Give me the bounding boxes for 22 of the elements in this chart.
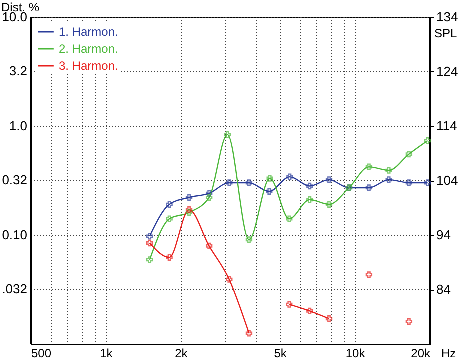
y2-tick-label: 114 xyxy=(436,118,458,134)
x-tick-label: 1k xyxy=(100,346,114,360)
legend-label: 2. Harmon. xyxy=(59,42,118,56)
y2-tick-label: 124 xyxy=(436,64,458,79)
x-tick-label: 2k xyxy=(175,346,189,360)
y2-tick-label: 134 xyxy=(436,10,458,24)
y-tick-label: 1.0 xyxy=(9,118,28,134)
x-tick-label: 10k xyxy=(346,346,366,360)
legend-label: 1. Harmon. xyxy=(59,25,118,39)
x-tick-label: 20k xyxy=(411,346,432,360)
y2-axis-title: SPL xyxy=(434,26,458,40)
x-axis-title: Hz xyxy=(442,346,456,360)
y-tick-label: 3.2 xyxy=(9,63,28,78)
y2-tick-label: 104 xyxy=(436,173,458,188)
legend-label: 3. Harmon. xyxy=(59,59,118,73)
x-tick-label: 5k xyxy=(274,346,288,360)
y-tick-label: .032 xyxy=(2,281,28,296)
y-tick-label: 0.32 xyxy=(2,172,28,188)
x-tick-label: 500 xyxy=(32,346,52,360)
y2-tick-label: 94 xyxy=(436,228,451,242)
y2-tick-label: 84 xyxy=(436,282,451,297)
y-tick-label: 0.10 xyxy=(2,228,28,242)
